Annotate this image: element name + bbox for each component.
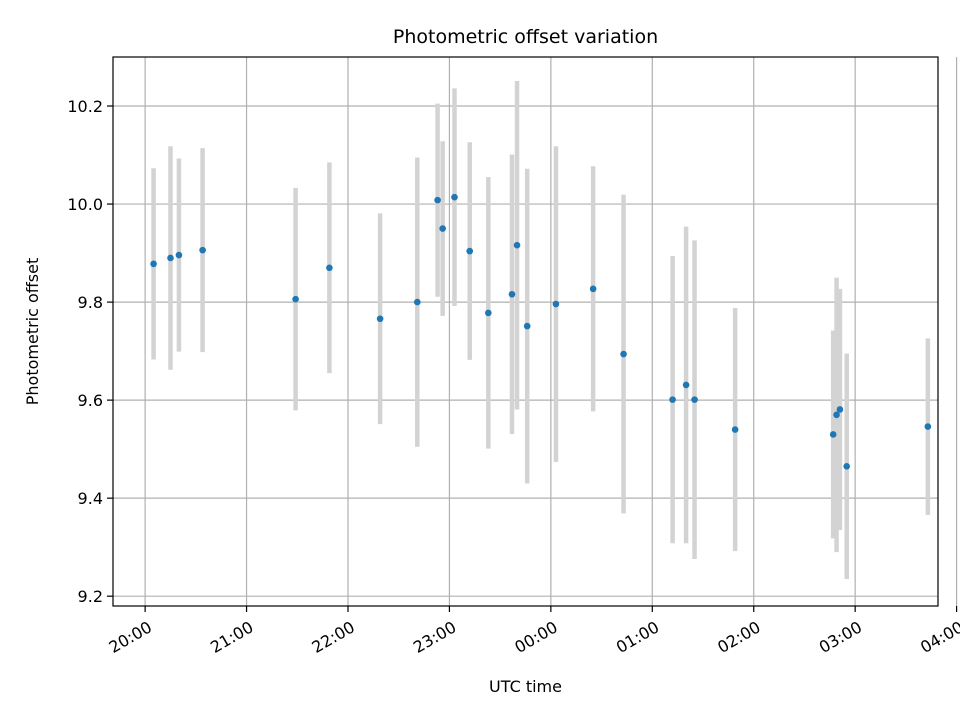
data-point xyxy=(513,241,521,249)
grid xyxy=(113,57,958,606)
data-point xyxy=(523,322,531,330)
y-tick-label: 10.2 xyxy=(67,97,103,116)
x-axis-label: UTC time xyxy=(489,677,562,696)
data-point xyxy=(376,315,384,323)
x-tick-label: 20:00 xyxy=(106,617,155,657)
x-tick-label: 02:00 xyxy=(714,617,763,657)
x-tick-label: 00:00 xyxy=(511,617,560,657)
data-point xyxy=(167,254,174,262)
x-tick-label: 01:00 xyxy=(613,617,662,657)
data-point xyxy=(292,295,299,303)
data-point xyxy=(414,298,421,306)
data-point xyxy=(434,196,441,204)
plot-area-frame xyxy=(112,56,939,607)
data-point xyxy=(466,247,474,255)
x-tick-label: 03:00 xyxy=(816,617,865,657)
data-point xyxy=(175,251,183,259)
x-axis-ticks: 20:00 21:00 22:00 23:00 00:00 01:00 02:00 03:00… xyxy=(106,606,960,657)
data-point xyxy=(485,309,492,317)
y-tick-label: 10.0 xyxy=(67,195,103,214)
data-point xyxy=(552,300,560,308)
data-point xyxy=(843,462,851,470)
data-point xyxy=(451,193,458,201)
data-point xyxy=(924,423,932,430)
x-tick-label: 04:00 xyxy=(917,617,960,657)
y-tick-label: 9.2 xyxy=(78,587,103,606)
y-axis-label: Photometric offset xyxy=(23,258,42,406)
y-tick-label: 9.8 xyxy=(78,293,103,312)
data-point xyxy=(836,406,844,413)
data-point xyxy=(682,381,690,389)
x-tick-label: 23:00 xyxy=(410,617,459,657)
data-point xyxy=(199,246,206,254)
data-point xyxy=(150,260,157,268)
data-point xyxy=(326,264,333,272)
data-point xyxy=(669,396,676,403)
x-tick-label: 22:00 xyxy=(309,617,358,657)
data-point xyxy=(508,290,516,298)
error-bars xyxy=(151,81,931,580)
chart-title: Photometric offset variation xyxy=(393,26,658,48)
data-point xyxy=(833,411,840,419)
x-tick-label: 21:00 xyxy=(207,617,256,657)
y-axis-ticks: 9.2 9.4 9.6 9.8 10.0 10.2 xyxy=(67,97,113,606)
data-point xyxy=(829,431,837,438)
y-tick-label: 9.4 xyxy=(78,489,103,508)
y-tick-label: 9.6 xyxy=(78,391,103,410)
data-point xyxy=(589,285,597,293)
data-point xyxy=(731,426,739,433)
data-point xyxy=(691,396,698,403)
data-points xyxy=(150,193,932,470)
data-point xyxy=(439,225,446,232)
data-point xyxy=(620,350,627,358)
